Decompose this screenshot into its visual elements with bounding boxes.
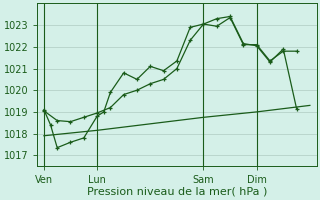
X-axis label: Pression niveau de la mer( hPa ): Pression niveau de la mer( hPa ) (87, 187, 267, 197)
